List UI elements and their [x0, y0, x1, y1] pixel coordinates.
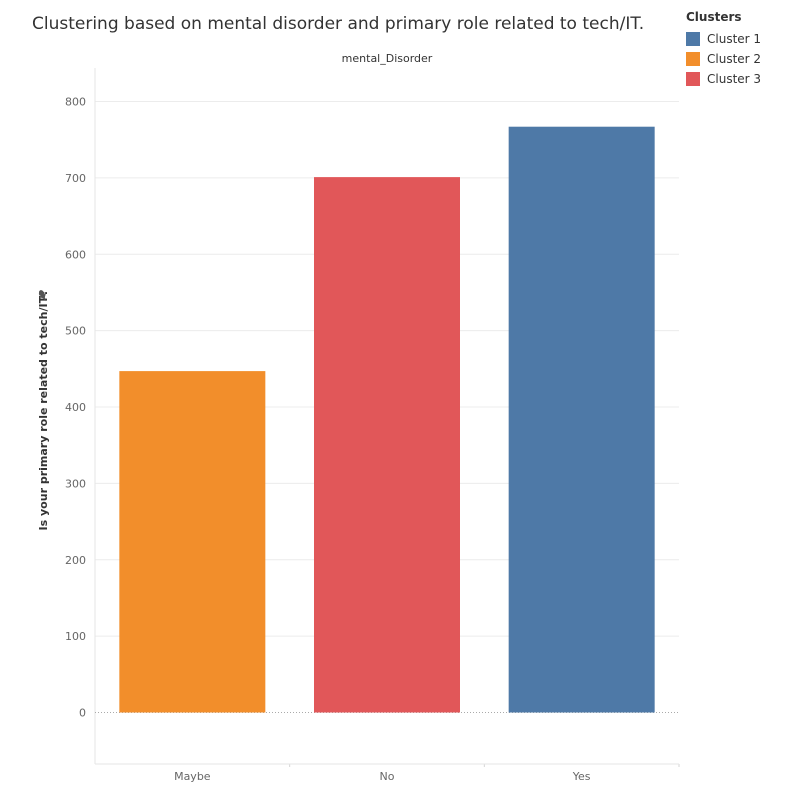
- y-tick-label: 600: [65, 248, 86, 261]
- y-tick-label: 400: [65, 401, 86, 414]
- legend-swatch: [686, 32, 700, 46]
- y-tick-label: 500: [65, 325, 86, 338]
- chart-title: Clustering based on mental disorder and …: [32, 14, 645, 34]
- legend-label: Cluster 2: [707, 52, 762, 66]
- x-tick-label: No: [380, 770, 395, 783]
- y-tick-label: 0: [79, 707, 86, 720]
- x-tick-label: Yes: [572, 770, 591, 783]
- legend-title: Clusters: [686, 10, 742, 24]
- legend-item-cluster-2[interactable]: Cluster 2: [686, 49, 796, 69]
- bar-maybe[interactable]: [119, 371, 266, 713]
- y-tick-label: 100: [65, 630, 86, 643]
- y-axis-title: Is your primary role related to tech/IT?: [37, 290, 50, 531]
- legend-item-cluster-1[interactable]: Cluster 1: [686, 29, 796, 49]
- y-tick-label: 300: [65, 477, 86, 490]
- legend-label: Cluster 1: [707, 32, 762, 46]
- legend-swatch: [686, 52, 700, 66]
- bar-yes[interactable]: [508, 126, 655, 713]
- y-tick-label: 700: [65, 172, 86, 185]
- legend: Clusters Cluster 1 Cluster 2 Cluster 3: [686, 10, 796, 89]
- y-axis: 0 100 200 300 400 500 600 700 800: [65, 96, 86, 720]
- pin-icon[interactable]: [37, 289, 50, 303]
- column-header: mental_Disorder: [342, 52, 433, 65]
- x-tick-label: Maybe: [174, 770, 211, 783]
- legend-label: Cluster 3: [707, 72, 762, 86]
- x-axis: Maybe No Yes: [174, 770, 591, 783]
- bar-no[interactable]: [314, 177, 460, 713]
- legend-item-cluster-3[interactable]: Cluster 3: [686, 69, 796, 89]
- legend-swatch: [686, 72, 700, 86]
- bars: [119, 126, 655, 713]
- y-tick-label: 200: [65, 554, 86, 567]
- y-tick-label: 800: [65, 96, 86, 109]
